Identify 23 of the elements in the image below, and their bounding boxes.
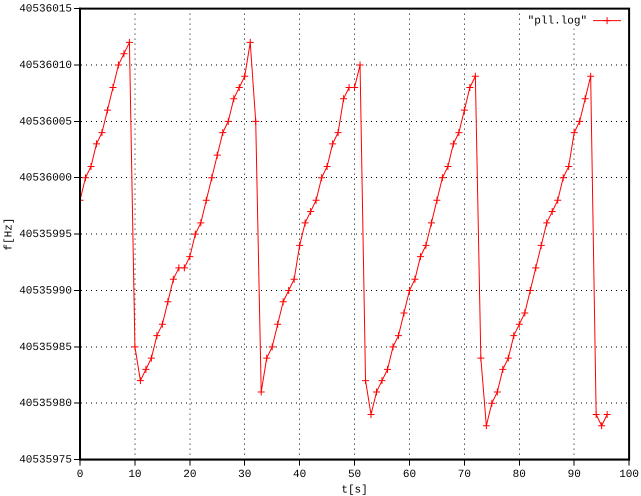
x-tick-label: 80 bbox=[512, 469, 526, 482]
x-tick-label: 0 bbox=[76, 469, 84, 482]
y-tick-label: 40536015 bbox=[19, 4, 72, 16]
y-tick-label: 40535990 bbox=[19, 285, 72, 298]
y-tick-label: 40535980 bbox=[19, 398, 72, 410]
y-tick-label: 40535985 bbox=[19, 342, 72, 354]
x-axis-title: t[s] bbox=[341, 484, 368, 496]
y-axis-title: f[Hz] bbox=[4, 218, 16, 251]
y-tick-label: 40536010 bbox=[19, 60, 72, 72]
x-tick-label: 100 bbox=[619, 469, 640, 482]
x-tick-label: 90 bbox=[568, 469, 581, 482]
y-tick-label: 40536000 bbox=[19, 172, 72, 185]
x-tick-label: 30 bbox=[238, 469, 252, 482]
legend-label: "pll.log" bbox=[528, 16, 588, 28]
x-tick-label: 40 bbox=[293, 469, 306, 482]
x-tick-label: 20 bbox=[183, 469, 196, 482]
x-tick-label: 70 bbox=[458, 469, 471, 482]
x-tick-label: 10 bbox=[128, 469, 142, 482]
y-tick-label: 40535975 bbox=[19, 454, 72, 467]
y-tick-label: 40536005 bbox=[19, 116, 72, 128]
x-tick-label: 50 bbox=[348, 469, 362, 482]
y-tick-label: 40535995 bbox=[19, 229, 72, 242]
x-tick-label: 60 bbox=[402, 469, 416, 482]
